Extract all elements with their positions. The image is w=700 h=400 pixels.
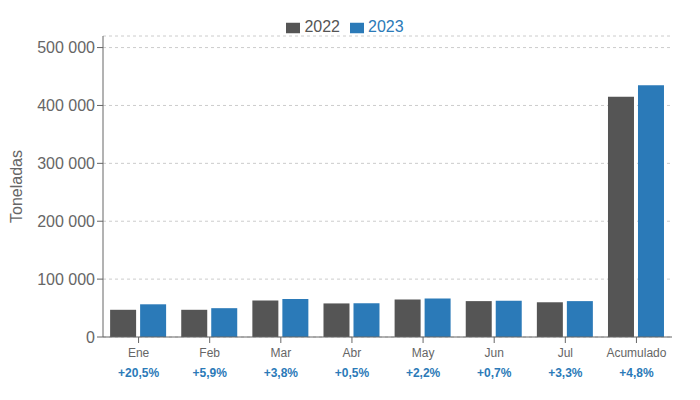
svg-text:+3,8%: +3,8% [264, 366, 299, 380]
svg-text:+0,5%: +0,5% [335, 366, 370, 380]
html-text:2023: 2023 [368, 18, 404, 35]
html-text:2022: 2022 [304, 18, 340, 35]
svg-text:+4,8%: +4,8% [619, 366, 654, 380]
svg-text:May: May [412, 346, 435, 360]
svg-text:Acumulado: Acumulado [606, 346, 666, 360]
svg-text:+2,2%: +2,2% [406, 366, 441, 380]
svg-text:+3,3%: +3,3% [548, 366, 583, 380]
svg-text:100 000: 100 000 [37, 271, 95, 288]
svg-text:0: 0 [86, 329, 95, 346]
svg-text:Feb: Feb [199, 346, 220, 360]
svg-text:Abr: Abr [343, 346, 362, 360]
svg-text:Toneladas: Toneladas [8, 150, 25, 223]
svg-text:300 000: 300 000 [37, 155, 95, 172]
svg-text:400 000: 400 000 [37, 97, 95, 114]
svg-text:+0,7%: +0,7% [477, 366, 512, 380]
svg-text:+20,5%: +20,5% [118, 366, 159, 380]
svg-text:Jul: Jul [558, 346, 573, 360]
svg-text:500 000: 500 000 [37, 39, 95, 56]
svg-text:Mar: Mar [270, 346, 291, 360]
svg-text:Jun: Jun [485, 346, 504, 360]
svg-text:+5,9%: +5,9% [193, 366, 228, 380]
svg-text:200 000: 200 000 [37, 213, 95, 230]
svg-text:Ene: Ene [128, 346, 150, 360]
